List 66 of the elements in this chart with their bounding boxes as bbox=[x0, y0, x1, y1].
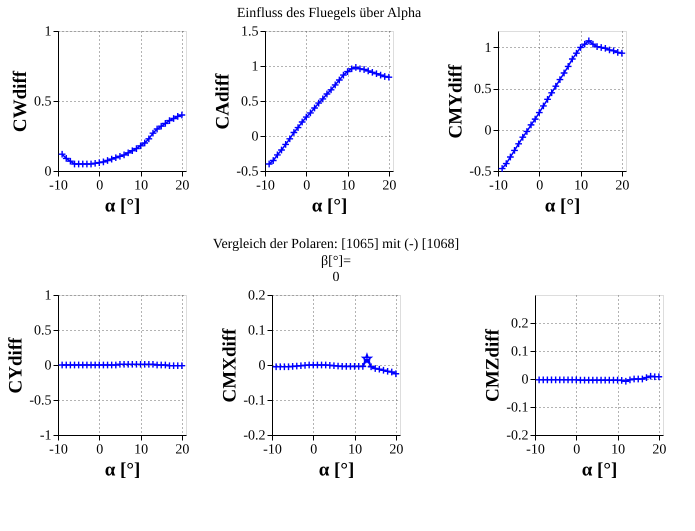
x-tick-label: 20 bbox=[175, 178, 190, 194]
x-tick-label: -10 bbox=[263, 442, 282, 458]
y-tick-label: 0 bbox=[258, 358, 266, 374]
x-tick-label: -10 bbox=[489, 178, 508, 194]
x-axis-title: α [°] bbox=[318, 460, 354, 480]
y-tick-label: 0.2 bbox=[511, 316, 528, 332]
chart-title: Einfluss des Fluegels über Alpha bbox=[236, 6, 422, 21]
x-tick-label: 0 bbox=[310, 442, 318, 458]
y-tick-label: 0.5 bbox=[34, 324, 52, 338]
x-axis-title: α [°] bbox=[104, 460, 140, 480]
y-tick-label: 0.5 bbox=[34, 94, 52, 110]
x-axis-title: α [°] bbox=[582, 460, 618, 480]
y-tick-label: -0.2 bbox=[243, 428, 266, 444]
y-tick-label: -0.5 bbox=[469, 164, 492, 180]
y-tick-label: 0 bbox=[522, 372, 528, 388]
x-tick-label: 10 bbox=[341, 178, 356, 194]
y-tick-label: 0.5 bbox=[474, 82, 492, 98]
y-tick-label: 0 bbox=[44, 358, 52, 374]
x-tick-label: -10 bbox=[49, 442, 68, 458]
x-tick-label: 0 bbox=[573, 442, 580, 458]
x-tick-label: 20 bbox=[175, 442, 190, 458]
x-tick-label: 10 bbox=[134, 178, 148, 194]
chart-title: Vergleich der Polaren: [1065] mit (-) [1068] bbox=[212, 237, 460, 252]
x-tick-label: 10 bbox=[574, 178, 588, 194]
y-tick-label: 0.2 bbox=[248, 288, 266, 304]
y-tick-label: 0 bbox=[44, 164, 52, 180]
y-axis-title: CAdiff bbox=[212, 72, 234, 130]
x-tick-label: 0 bbox=[96, 178, 104, 194]
chart-subtitle: β[°]= 0 bbox=[321, 254, 352, 285]
x-tick-label: 20 bbox=[615, 178, 630, 194]
y-axis-title: CYdiff bbox=[5, 336, 26, 394]
x-tick-label: -10 bbox=[526, 442, 545, 458]
y-tick-label: 1 bbox=[484, 40, 492, 56]
x-axis-title: α [°] bbox=[312, 196, 348, 216]
y-tick-label: 0 bbox=[484, 123, 492, 138]
x-tick-label: 0 bbox=[96, 442, 104, 458]
x-tick-label: -10 bbox=[256, 178, 275, 194]
y-tick-label: -0.5 bbox=[29, 394, 52, 408]
x-tick-label: 10 bbox=[134, 442, 148, 458]
x-tick-label: 10 bbox=[611, 442, 626, 458]
y-axis-title: CMXdiff bbox=[219, 328, 240, 402]
x-tick-label: 0 bbox=[303, 178, 310, 194]
x-tick-label: 20 bbox=[652, 442, 666, 458]
y-tick-label: -0.1 bbox=[243, 394, 266, 408]
y-axis-title: CMYdiff bbox=[445, 64, 466, 138]
x-tick-label: 10 bbox=[348, 442, 362, 458]
y-tick-label: -1 bbox=[40, 428, 52, 444]
y-tick-label: 1 bbox=[44, 24, 52, 40]
y-tick-label: -0.2 bbox=[506, 428, 528, 444]
y-axis-title: CMZdiff bbox=[482, 328, 504, 402]
x-tick-label: 0 bbox=[536, 178, 544, 194]
y-tick-label: 1 bbox=[252, 60, 258, 74]
x-tick-label: 20 bbox=[389, 442, 404, 458]
y-tick-label: 1 bbox=[44, 288, 52, 304]
y-tick-label: 0.1 bbox=[511, 344, 528, 360]
y-tick-label: 0.1 bbox=[248, 324, 266, 338]
x-tick-label: -10 bbox=[49, 178, 68, 194]
y-tick-label: 0.5 bbox=[241, 94, 258, 110]
y-tick-label: -0.5 bbox=[236, 164, 258, 180]
x-axis-title: α [°] bbox=[544, 196, 580, 216]
y-tick-label: 0 bbox=[252, 130, 258, 144]
y-tick-label: -0.1 bbox=[506, 400, 528, 416]
x-tick-label: 20 bbox=[382, 178, 396, 194]
x-axis-title: α [°] bbox=[104, 196, 140, 216]
y-axis-title: CWdiff bbox=[10, 70, 31, 132]
y-tick-label: 1.5 bbox=[241, 24, 258, 40]
